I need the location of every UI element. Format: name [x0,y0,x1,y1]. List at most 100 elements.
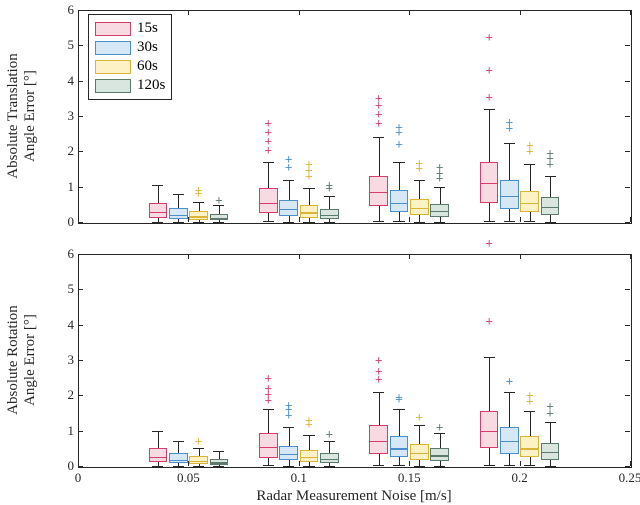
whisker-cap [193,222,204,223]
xtick-mark [520,217,521,222]
median [300,212,319,213]
outlier-marker: + [436,421,444,434]
legend: 15s30s60s120s [88,14,172,100]
ytick-mark [78,395,83,396]
ytick-label: 2 [58,143,74,159]
xlabel: Radar Measurement Noise [m/s] [78,488,630,505]
ytick-label: 2 [58,387,74,403]
whisker-cap [173,194,184,195]
ytick-mark [625,466,630,467]
whisker-cap [283,466,294,467]
median [259,203,278,204]
xtick-mark [78,10,79,15]
whisker-cap [545,422,556,423]
xtick-mark [520,10,521,15]
box [520,191,539,213]
outlier-marker: + [305,414,313,427]
xtick-mark [630,254,631,259]
median [369,192,388,193]
box [259,433,278,457]
ytick-label: 3 [58,108,74,124]
whisker-cap [213,222,224,223]
median [259,447,278,448]
xtick-label: 0.25 [619,470,640,486]
outlier-marker: + [285,399,293,412]
whisker-cap [152,466,163,467]
median [279,209,298,210]
outlier-marker: + [526,138,534,151]
whisker-cap [263,465,274,466]
median [480,183,499,184]
whisker-cap [263,162,274,163]
whisker-cap [524,221,535,222]
ytick-mark [625,360,630,361]
median [541,207,560,208]
median [390,203,409,204]
whisker-cap [524,465,535,466]
whisker-cap [524,164,535,165]
xtick-label: 0.2 [511,470,527,486]
median [500,196,519,197]
whisker-cap [263,221,274,222]
legend-item: 60s [95,57,165,76]
ytick-label: 1 [58,423,74,439]
ytick-label: 6 [58,246,74,262]
outlier-marker: + [195,184,203,197]
outlier-marker: + [395,121,403,134]
median [410,453,429,454]
ytick-mark [625,151,630,152]
median [169,460,188,461]
outlier-marker: + [436,161,444,174]
whisker-cap [303,188,314,189]
ytick-mark [78,360,83,361]
box [149,448,168,462]
figure: Absolute Translation Angle Error [°] Abs… [0,0,640,502]
outlier-marker: + [325,178,333,191]
xtick-mark [630,10,631,15]
legend-label: 60s [137,58,158,75]
outlier-marker: + [485,237,493,250]
xtick-mark [520,254,521,259]
outlier-marker: + [506,375,514,388]
whisker-cap [545,222,556,223]
whisker-cap [213,466,224,467]
box [189,456,208,464]
xtick-label: 0 [75,470,82,486]
whisker-cap [524,411,535,412]
xtick-mark [188,10,189,15]
outlier-marker: + [546,147,554,160]
ytick-mark [625,187,630,188]
box [149,203,168,218]
median [480,431,499,432]
legend-patch [95,22,131,36]
ytick-label: 5 [58,37,74,53]
outlier-marker: + [485,64,493,77]
xtick-mark [409,254,410,259]
box [300,450,319,462]
ytick-mark [625,45,630,46]
median [210,462,229,463]
whisker-cap [303,466,314,467]
whisker-cap [484,357,495,358]
xtick-mark [78,217,79,222]
median [369,441,388,442]
whisker-cap [434,466,445,467]
ytick-mark [625,116,630,117]
median [149,212,168,213]
outlier-marker: + [305,157,313,170]
legend-label: 30s [137,39,158,56]
legend-item: 120s [95,76,165,95]
ytick-mark [78,187,83,188]
whisker-cap [414,222,425,223]
xtick-mark [299,10,300,15]
whisker-cap [434,222,445,223]
median [430,211,449,212]
whisker-cap [393,162,404,163]
outlier-marker: + [416,410,424,423]
whisker-cap [152,222,163,223]
whisker-cap [324,196,335,197]
xtick-label: 0.15 [398,470,421,486]
median [189,216,208,217]
ytick-label: 0 [58,458,74,474]
median [410,208,429,209]
